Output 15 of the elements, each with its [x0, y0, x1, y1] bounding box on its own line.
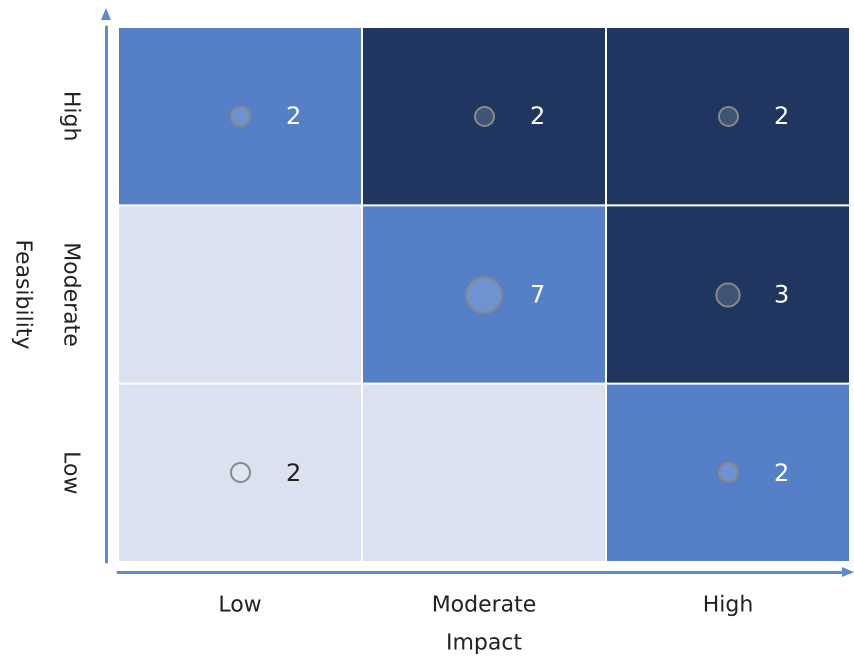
y-tick-label: High	[58, 90, 84, 142]
y-tick-label: Low	[58, 451, 84, 494]
data-label: 2	[530, 102, 546, 130]
x-tick-label: Low	[218, 592, 262, 618]
data-label: 2	[286, 102, 302, 130]
data-label: 2	[286, 458, 302, 487]
data-label: 3	[774, 280, 790, 308]
data-label: 2	[774, 102, 790, 130]
data-label: 2	[774, 458, 790, 487]
data-label: 7	[530, 280, 546, 308]
y-axis-title: Feasibility	[10, 240, 36, 350]
x-tick-label: High	[702, 592, 754, 618]
x-tick-label: Moderate	[432, 592, 536, 618]
y-tick-label: Moderate	[58, 242, 84, 347]
x-axis-title: Impact	[446, 630, 522, 656]
